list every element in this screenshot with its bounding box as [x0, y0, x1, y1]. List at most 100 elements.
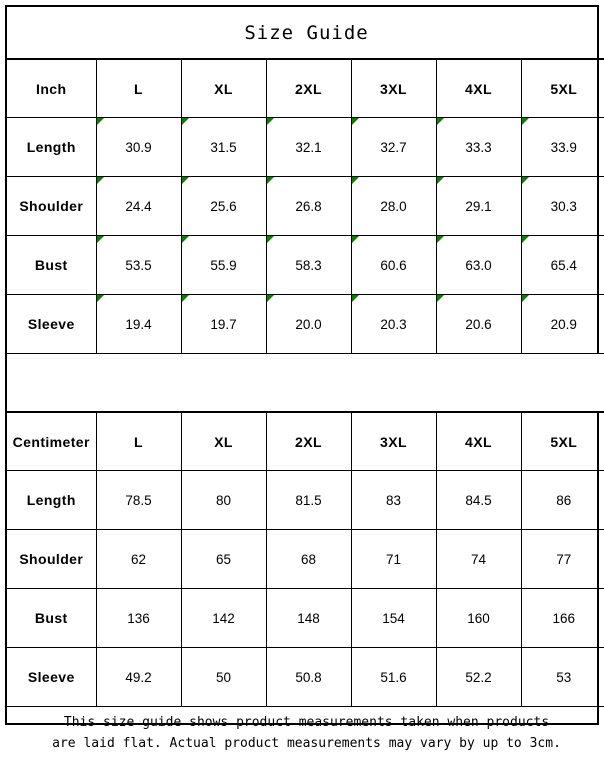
measurement-value: 65	[216, 552, 231, 567]
measurement-cell: 20.9	[521, 295, 604, 354]
column-header-xl: XL	[181, 59, 266, 118]
row-label-shoulder: Shoulder	[7, 177, 96, 236]
measurement-value: 68	[301, 552, 316, 567]
measurement-cell: 65.4	[521, 236, 604, 295]
comment-marker-icon	[267, 236, 274, 243]
measurement-cell: 60.6	[351, 236, 436, 295]
comment-marker-icon	[437, 118, 444, 125]
footer-note-line1: This size guide shows product measuremen…	[15, 712, 598, 733]
column-header-5xl: 5XL	[521, 59, 604, 118]
measurement-cell: 32.7	[351, 118, 436, 177]
measurement-cell: 20.3	[351, 295, 436, 354]
table-spacer-cell	[7, 354, 604, 413]
comment-marker-icon	[182, 236, 189, 243]
comment-marker-icon	[97, 118, 104, 125]
measurement-cell: 58.3	[266, 236, 351, 295]
measurement-value: 55.9	[210, 258, 236, 273]
comment-marker-icon	[437, 236, 444, 243]
measurement-cell: 84.5	[436, 471, 521, 530]
comment-marker-icon	[182, 295, 189, 302]
measurement-value: 52.2	[465, 670, 491, 685]
column-header-l: L	[96, 412, 181, 471]
measurement-value: 51.6	[380, 670, 406, 685]
comment-marker-icon	[522, 295, 529, 302]
measurement-cell: 62	[96, 530, 181, 589]
row-label-bust: Bust	[7, 236, 96, 295]
measurement-value: 53	[556, 670, 571, 685]
measurement-value: 74	[471, 552, 486, 567]
measurement-cell: 33.3	[436, 118, 521, 177]
measurement-cell: 31.5	[181, 118, 266, 177]
measurement-cell: 80	[181, 471, 266, 530]
row-label-sleeve: Sleeve	[7, 648, 96, 707]
measurement-cell: 19.7	[181, 295, 266, 354]
measurement-cell: 20.6	[436, 295, 521, 354]
measurement-value: 32.7	[380, 140, 406, 155]
measurement-value: 80	[216, 493, 231, 508]
row-label-shoulder: Shoulder	[7, 530, 96, 589]
footer-note-row: This size guide shows product measuremen…	[7, 707, 604, 759]
measurement-cell: 74	[436, 530, 521, 589]
measurement-value: 60.6	[380, 258, 406, 273]
measurement-value: 63.0	[465, 258, 491, 273]
measurement-value: 86	[556, 493, 571, 508]
measurement-cell: 71	[351, 530, 436, 589]
measurement-cell: 24.4	[96, 177, 181, 236]
measurement-cell: 28.0	[351, 177, 436, 236]
measurement-cell: 136	[96, 589, 181, 648]
measurement-value: 28.0	[380, 199, 406, 214]
column-header-xl: XL	[181, 412, 266, 471]
measurement-cell: 166	[521, 589, 604, 648]
measurement-value: 81.5	[295, 493, 321, 508]
comment-marker-icon	[437, 295, 444, 302]
comment-marker-icon	[182, 177, 189, 184]
measurement-value: 78.5	[125, 493, 151, 508]
measurement-value: 148	[297, 611, 320, 626]
measurement-value: 62	[131, 552, 146, 567]
measurement-cell: 25.6	[181, 177, 266, 236]
column-header-l: L	[96, 59, 181, 118]
comment-marker-icon	[182, 118, 189, 125]
row-label-sleeve: Sleeve	[7, 295, 96, 354]
comment-marker-icon	[352, 118, 359, 125]
measurement-cell: 86	[521, 471, 604, 530]
unit-header-centimeter: Centimeter	[7, 412, 96, 471]
measurement-value: 154	[382, 611, 405, 626]
measurement-value: 84.5	[465, 493, 491, 508]
measurement-cell: 30.9	[96, 118, 181, 177]
measurement-value: 30.3	[551, 199, 577, 214]
measurement-value: 33.9	[551, 140, 577, 155]
measurement-value: 20.9	[551, 317, 577, 332]
comment-marker-icon	[352, 177, 359, 184]
column-header-5xl: 5XL	[521, 412, 604, 471]
comment-marker-icon	[522, 236, 529, 243]
measurement-value: 19.7	[210, 317, 236, 332]
comment-marker-icon	[267, 295, 274, 302]
measurement-value: 20.6	[465, 317, 491, 332]
measurement-value: 49.2	[125, 670, 151, 685]
measurement-cell: 30.3	[521, 177, 604, 236]
measurement-cell: 49.2	[96, 648, 181, 707]
measurement-cell: 50.8	[266, 648, 351, 707]
unit-header-inch: Inch	[7, 59, 96, 118]
measurement-cell: 53.5	[96, 236, 181, 295]
measurement-cell: 29.1	[436, 177, 521, 236]
measurement-value: 33.3	[465, 140, 491, 155]
measurement-cell: 63.0	[436, 236, 521, 295]
column-header-3xl: 3XL	[351, 59, 436, 118]
measurement-value: 19.4	[125, 317, 151, 332]
measurement-cell: 32.1	[266, 118, 351, 177]
measurement-cell: 83	[351, 471, 436, 530]
footer-note: This size guide shows product measuremen…	[7, 707, 604, 759]
measurement-cell: 65	[181, 530, 266, 589]
measurement-value: 50.8	[295, 670, 321, 685]
measurement-cell: 19.4	[96, 295, 181, 354]
